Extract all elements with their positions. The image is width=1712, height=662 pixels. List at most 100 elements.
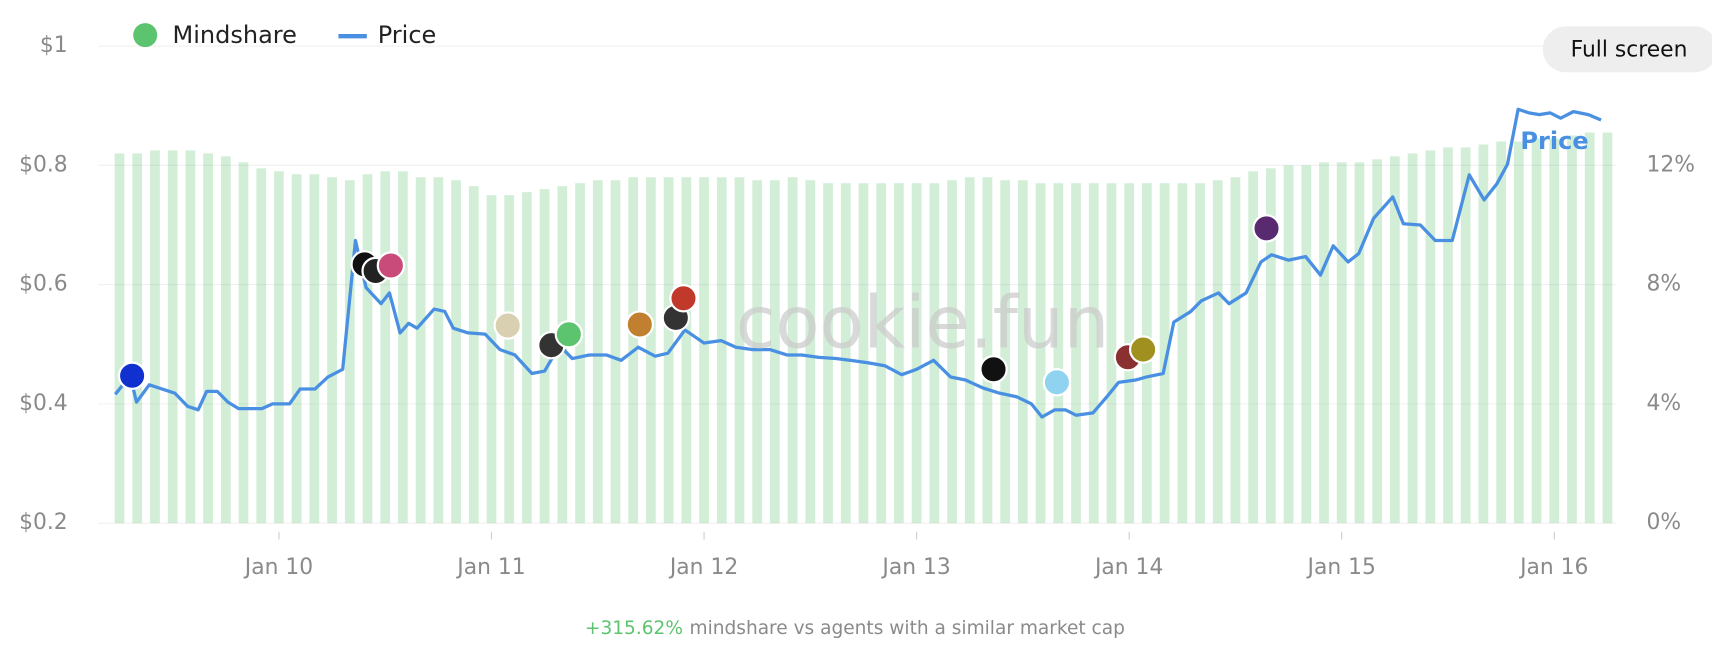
full-screen-button[interactable]: Full screen — [1542, 26, 1712, 73]
mindshare-bar — [840, 183, 851, 524]
mindshare-bar — [699, 177, 709, 524]
plot: $0.2 $0.4 $0.6 $0.8 $1 0% 4% 8% 12% Jan 10 Jan 11 J… — [19, 33, 1695, 580]
mindshare-bar — [1159, 183, 1170, 524]
mindshare-bar — [911, 183, 922, 524]
mindshare-bar — [1584, 132, 1595, 524]
mindshare-bar — [1478, 144, 1489, 524]
mindshare-bar — [1443, 147, 1453, 524]
mindshare-bar — [982, 177, 993, 524]
mindshare-bar — [964, 177, 975, 524]
mindshare-bar — [203, 153, 213, 524]
footer-text: mindshare vs agents with a similar marke… — [690, 617, 1125, 638]
button-background[interactable] — [1542, 26, 1712, 73]
mindshare-bar — [1106, 183, 1117, 524]
mindshare-bar — [132, 153, 143, 524]
y-tick-label: $0.8 — [19, 152, 68, 177]
price-line-label: Price — [1520, 127, 1588, 155]
mindshare-bar — [1549, 138, 1560, 524]
mindshare-bar — [716, 177, 727, 524]
y-tick-label: $1 — [40, 33, 68, 58]
mindshare-bar — [167, 150, 178, 524]
mindshare-bar — [486, 195, 497, 524]
mindshare-bar — [1513, 141, 1524, 524]
event-avatar — [117, 361, 147, 390]
event-avatar — [669, 284, 698, 313]
mindshare-bar — [1496, 141, 1507, 524]
event-avatar — [1128, 335, 1158, 364]
price-line — [113, 107, 1602, 419]
mindshare-bar — [309, 174, 320, 524]
mindshare-bar — [1602, 132, 1613, 524]
legend-label: Mindshare — [173, 21, 297, 49]
mindshare-bar — [557, 186, 568, 524]
event-avatar — [493, 311, 522, 340]
mindshare-bar — [1389, 156, 1400, 524]
y2-tick-label: 12% — [1646, 152, 1695, 177]
x-tick-label: Jan 13 — [880, 555, 950, 580]
mindshare-bar — [1248, 171, 1259, 524]
mindshare-bar — [185, 150, 196, 524]
mindshare-bar — [610, 180, 621, 524]
mindshare-bar — [1460, 147, 1471, 524]
mindshare-bar — [1035, 183, 1046, 524]
legend-swatch — [133, 23, 158, 48]
event-avatar — [1252, 214, 1281, 243]
event-avatar — [979, 355, 1008, 384]
mindshare-bar — [150, 150, 160, 524]
mindshare-bar — [787, 177, 798, 524]
mindshare-bar — [238, 162, 249, 524]
mindshare-bar — [1177, 183, 1188, 524]
x-tick-label: Jan 14 — [1093, 555, 1163, 580]
legend-label: Price — [378, 21, 437, 49]
mindshare-bar — [1372, 159, 1383, 524]
mindshare-bar — [734, 177, 745, 524]
mindshare-bar — [592, 180, 603, 524]
button-label[interactable]: Full screen — [1571, 37, 1688, 62]
footer: +315.62% mindshare vs agents with a simil… — [585, 617, 1125, 638]
mindshare-bar — [876, 183, 887, 524]
y-tick-label: $0.4 — [19, 391, 68, 416]
mindshare-bar — [1336, 162, 1347, 524]
mindshare-bar — [522, 192, 532, 524]
mindshare-bar — [114, 153, 125, 524]
x-tick-label: Jan 11 — [455, 555, 525, 580]
mindshare-bar — [1088, 183, 1099, 524]
y2-tick-label: 8% — [1646, 272, 1681, 297]
mindshare-bar — [1354, 162, 1365, 524]
event-avatar — [1042, 368, 1072, 397]
mindshare-bar — [1053, 183, 1064, 524]
x-tick-label: Jan 16 — [1518, 555, 1588, 580]
event-avatar — [554, 320, 584, 349]
mindshare-bar — [646, 177, 656, 524]
event-avatar — [376, 251, 406, 280]
mindshare-bar — [894, 183, 904, 524]
y-tick-label: $0.2 — [19, 510, 68, 535]
mindshare-bar — [451, 180, 461, 524]
mindshare-bar — [344, 180, 355, 524]
mindshare-bar — [1230, 177, 1241, 524]
mindshare-bar — [575, 183, 585, 524]
y-tick-label: $0.6 — [19, 272, 68, 297]
mindshare-bar — [1212, 180, 1223, 524]
mindshare-bar — [1000, 180, 1011, 524]
mindshare-bar — [1071, 183, 1081, 524]
mindshare-bar — [947, 180, 957, 524]
footer-change: +315.62% — [585, 617, 683, 638]
mindshare-bar — [681, 177, 692, 524]
mindshare-bar — [220, 156, 231, 524]
mindshare-bar — [929, 183, 940, 524]
mindshare-bar — [752, 180, 763, 524]
mindshare-bar — [415, 177, 426, 524]
mindshare-bar — [256, 168, 267, 524]
y2-tick-label: 0% — [1646, 510, 1681, 535]
mindshare-bar — [1283, 165, 1294, 524]
mindshare-bar — [1425, 150, 1436, 524]
x-tick-label: Jan 12 — [668, 555, 738, 580]
mindshare-bar — [468, 186, 479, 524]
mindshare-bar — [823, 183, 833, 524]
mindshare-bar — [274, 171, 284, 524]
mindshare-bar — [1319, 162, 1329, 524]
mindshare-bar — [1407, 153, 1418, 524]
mindshare-bar — [1567, 135, 1577, 524]
watermark: cookie.fun — [736, 280, 1109, 364]
